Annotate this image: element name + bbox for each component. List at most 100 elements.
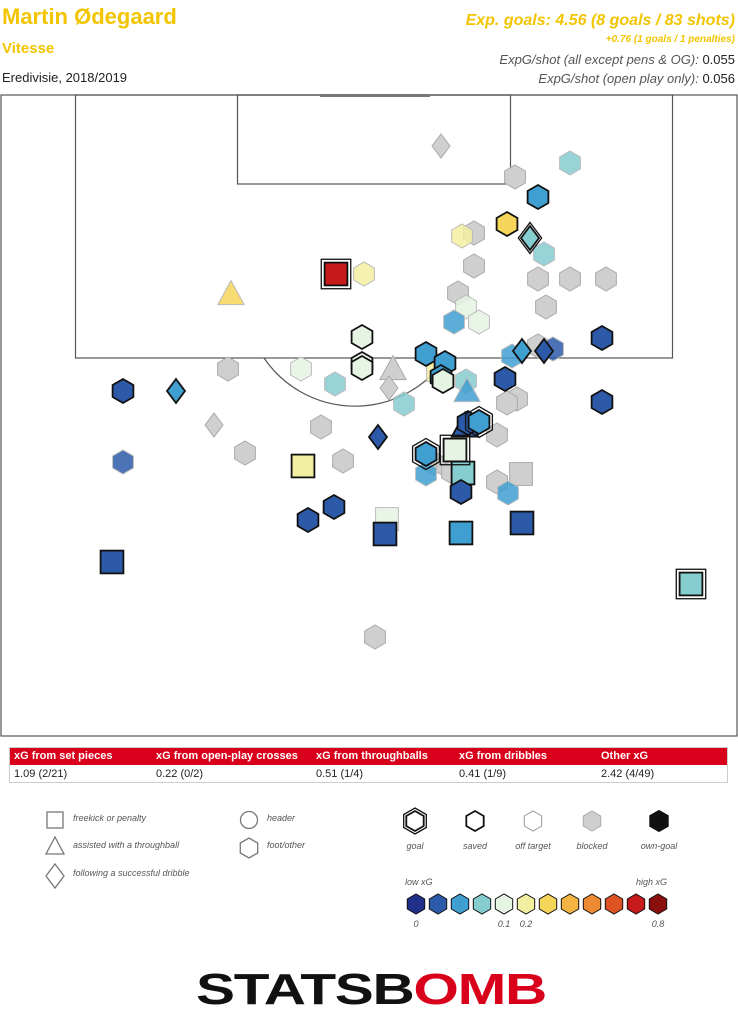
shot-marker <box>414 340 438 368</box>
shot-marker <box>504 164 526 190</box>
breakdown-label: xG from open-play crosses <box>156 750 298 762</box>
xg-scale-swatch <box>472 893 492 915</box>
breakdown-value: 0.22 (0/2) <box>156 768 204 780</box>
shot-marker <box>451 223 473 249</box>
shot-marker <box>464 405 494 439</box>
shot-marker <box>590 388 614 416</box>
shot-marker <box>296 506 320 534</box>
shot-marker <box>322 493 346 521</box>
xg-scale-tick: 0 <box>413 919 418 929</box>
breakdown-other: Other xG 2.42 (4/49) <box>601 748 654 783</box>
xg-scale-swatch <box>604 893 624 915</box>
xg-scale-swatch <box>406 893 426 915</box>
xg-scale-swatch <box>428 893 448 915</box>
shot-marker <box>559 266 581 292</box>
outcome-label: own-goal <box>641 841 679 851</box>
logo-text-mb: MB <box>458 965 546 1010</box>
shot-marker <box>495 210 519 238</box>
shot-marker <box>217 356 239 382</box>
shot-marker <box>350 354 374 382</box>
shot-marker <box>595 266 617 292</box>
outcome-goal-icon <box>403 807 427 835</box>
shot-marker <box>324 371 346 397</box>
legend-shape-label: header <box>267 813 296 823</box>
outcome-off-icon <box>523 810 543 832</box>
xg-summary-title: Exp. goals: 4.56 (8 goals / 83 shots) <box>465 12 735 29</box>
hexagon-icon <box>239 837 259 859</box>
shot-marker <box>393 391 415 417</box>
xg-scale-swatch <box>450 893 470 915</box>
xg-scale-high-label: high xG <box>636 877 667 887</box>
shot-marker <box>378 354 408 381</box>
shot-marker <box>290 453 316 479</box>
shot-marker <box>353 261 375 287</box>
shot-marker <box>431 133 451 159</box>
shot-marker <box>379 375 399 401</box>
breakdown-label: xG from set pieces <box>14 750 113 762</box>
outcome-label: blocked <box>576 841 608 851</box>
xg-scale-swatch <box>538 893 558 915</box>
shot-marker <box>364 624 386 650</box>
outcome-own-icon <box>649 809 669 833</box>
shot-map-pitch <box>0 94 738 737</box>
xg-scale-swatch <box>494 893 514 915</box>
shot-marker <box>533 337 555 365</box>
legend-shape-label: foot/other <box>267 840 306 850</box>
shot-marker <box>372 521 398 547</box>
player-name: Martin Ødegaard <box>2 4 177 29</box>
shot-marker <box>675 568 707 600</box>
logo-text-statsb: STATSB <box>196 965 413 1010</box>
shot-marker <box>509 462 533 486</box>
shot-marker <box>204 412 224 438</box>
xg-per-shot-all: ExpG/shot (all except pens & OG): 0.055 <box>499 52 735 67</box>
shot-marker <box>559 150 581 176</box>
shot-marker <box>310 414 332 440</box>
xg-per-shot-all-label: ExpG/shot (all except pens & OG): <box>499 52 699 67</box>
shot-marker <box>112 449 134 475</box>
xg-per-shot-open-label: ExpG/shot (open play only): <box>538 71 699 86</box>
xg-per-shot-all-value: 0.055 <box>702 52 735 67</box>
shot-marker <box>443 309 465 335</box>
shot-marker <box>431 367 455 395</box>
shot-marker <box>535 294 557 320</box>
legend-shape-label: freekick or penalty <box>73 813 147 823</box>
outcome-label: off target <box>515 841 551 851</box>
square-icon <box>46 811 64 829</box>
shot-marker <box>234 440 256 466</box>
xg-scale-swatch <box>516 893 536 915</box>
breakdown-value: 1.09 (2/21) <box>14 768 68 780</box>
xg-scale-swatch <box>560 893 580 915</box>
shot-marker <box>493 365 517 393</box>
breakdown-set-pieces: xG from set pieces 1.09 (2/21) <box>14 748 112 783</box>
outcome-legend: goal saved off target blocked own-goal <box>403 807 679 851</box>
shot-marker <box>509 510 535 536</box>
shot-marker <box>511 337 533 365</box>
legend-shape-label: following a successful dribble <box>73 868 190 878</box>
circle-icon <box>239 810 259 830</box>
shot-marker <box>517 221 543 255</box>
shot-marker <box>99 549 125 575</box>
shot-marker <box>367 423 389 451</box>
xg-per-shot-open-value: 0.056 <box>702 71 735 86</box>
breakdown-value: 0.41 (1/9) <box>459 768 507 780</box>
shot-marker <box>411 437 441 471</box>
statsbomb-logo: STATSB O MB <box>196 965 546 1010</box>
shot-marker <box>463 253 485 279</box>
xg-scale-swatch <box>626 893 646 915</box>
logo-text-o: O <box>413 965 457 1010</box>
shot-marker <box>527 266 549 292</box>
breakdown-label: xG from throughballs <box>316 750 428 762</box>
penalty-arc <box>263 357 447 407</box>
outcome-label: saved <box>463 841 488 851</box>
xg-breakdown-table: xG from set pieces 1.09 (2/21) xG from o… <box>9 747 728 783</box>
shot-marker <box>468 309 490 335</box>
shot-marker <box>439 434 471 466</box>
shot-marker <box>449 478 473 506</box>
shot-marker <box>111 377 135 405</box>
breakdown-throughballs: xG from throughballs 0.51 (1/4) <box>316 748 428 783</box>
shot-marker <box>165 377 187 405</box>
shot-marker <box>497 480 519 506</box>
xg-scale-swatch <box>648 893 668 915</box>
diamond-icon <box>45 862 65 890</box>
